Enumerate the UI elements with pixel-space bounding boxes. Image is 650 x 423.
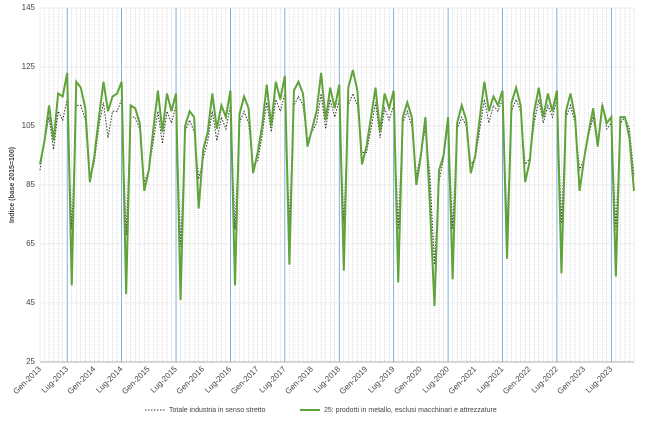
legend-label: 25: prodotti in metallo, esclusi macchin…	[324, 407, 497, 414]
y-tick-label: 145	[22, 3, 36, 12]
y-tick-label: 85	[26, 180, 35, 189]
legend-label: Totale industria in senso stretto	[169, 407, 266, 414]
x-tick-label: Gen-2022	[501, 364, 533, 396]
x-tick-label: Gen-2017	[229, 364, 261, 396]
series-line	[39, 69, 635, 306]
x-tick-label: Gen-2021	[447, 364, 479, 396]
x-tick-label: Gen-2015	[120, 364, 152, 396]
x-tick-label: Gen-2016	[175, 364, 207, 396]
y-tick-label: 45	[26, 298, 35, 307]
x-tick-label: Gen-2020	[392, 364, 424, 396]
x-tick-label: Gen-2019	[338, 364, 370, 396]
series-line	[39, 92, 635, 265]
x-tick-label: Gen-2013	[11, 364, 43, 396]
x-tick-label: Lug-2023	[584, 364, 615, 395]
y-tick-label: 125	[22, 62, 36, 71]
y-tick-label: 25	[26, 357, 35, 366]
x-tick-label: Gen-2023	[555, 364, 587, 396]
x-tick-label: Gen-2018	[283, 364, 315, 396]
x-tick-label: Gen-2014	[66, 364, 98, 396]
y-axis-title: Indice (base 2015=100)	[9, 147, 16, 223]
y-tick-label: 65	[26, 239, 35, 248]
y-tick-label: 105	[22, 121, 36, 130]
